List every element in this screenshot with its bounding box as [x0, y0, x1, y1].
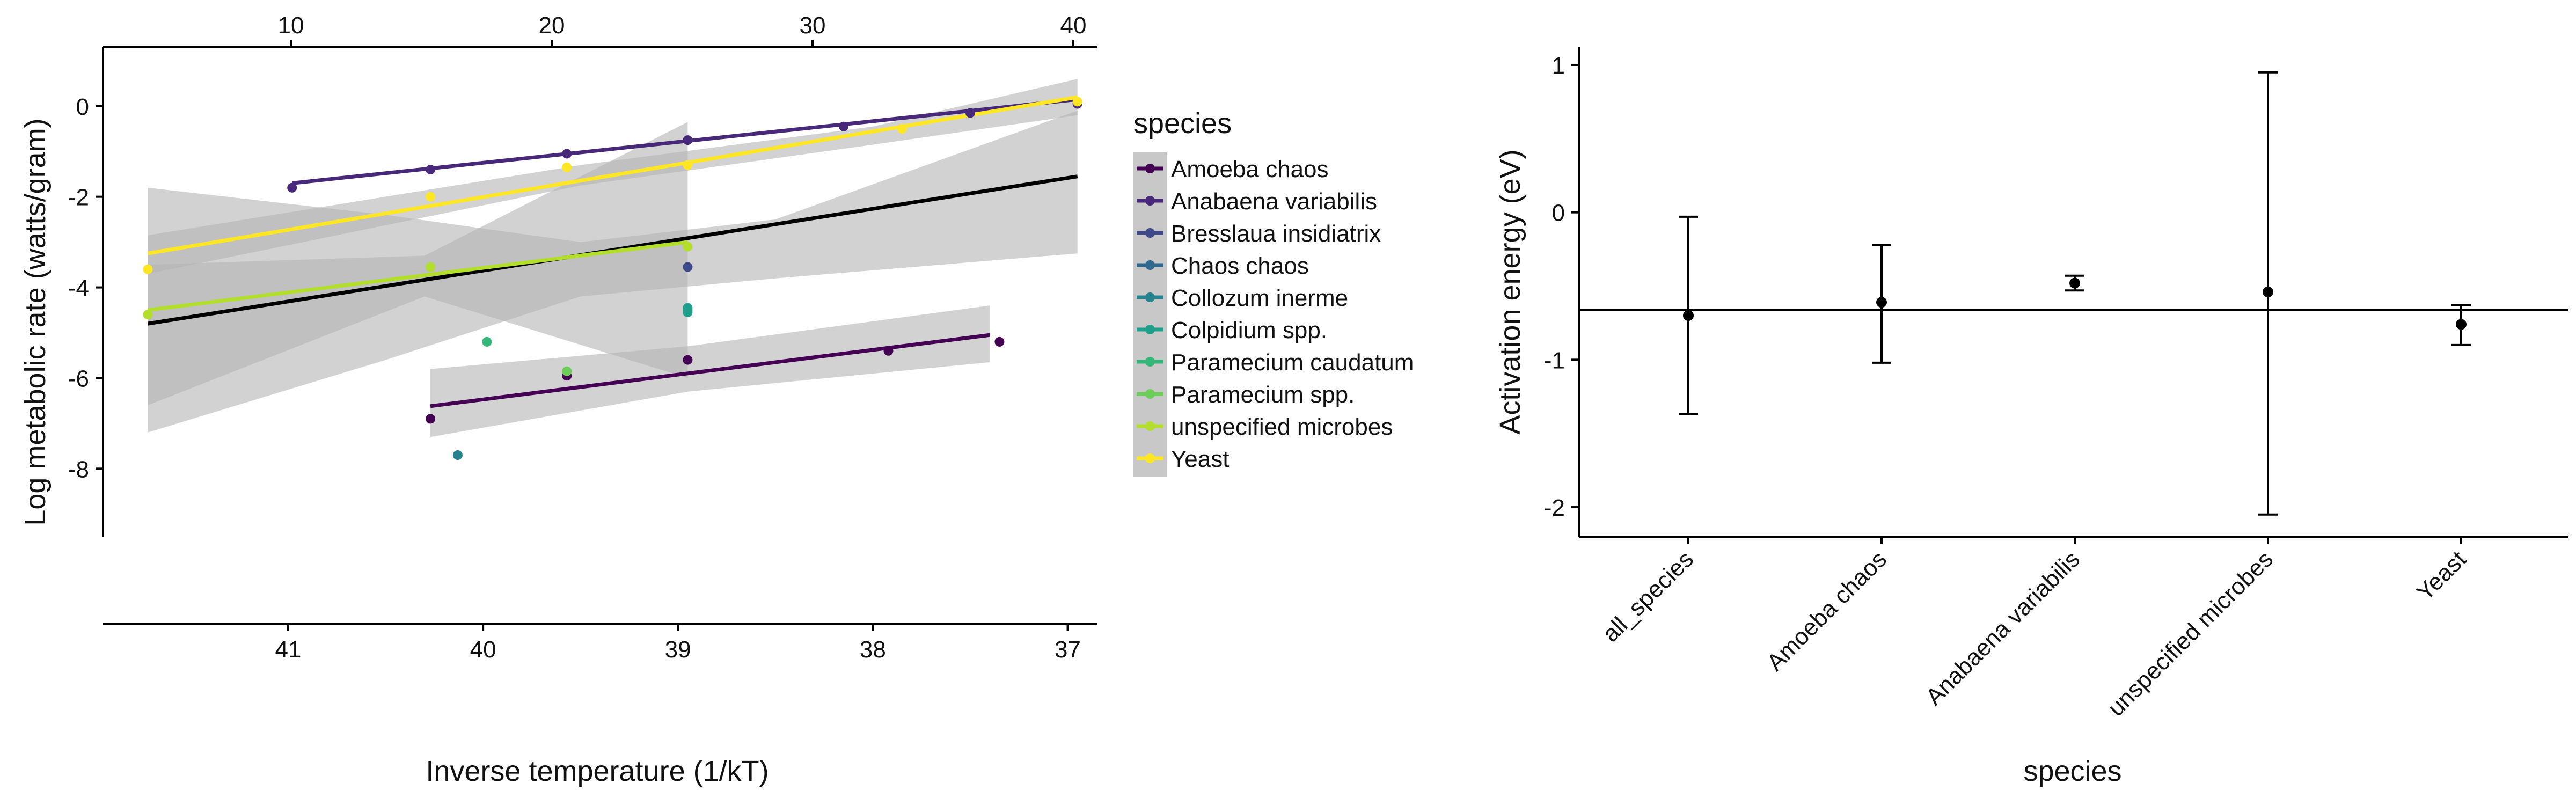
x-tick-label-unspecified-microbes: unspecified microbes [2103, 546, 2278, 721]
legend-item-anabaena-variabilis: Anabaena variabilis [1171, 188, 1377, 215]
y-tick-label: -6 [68, 365, 89, 392]
point-yeast [897, 124, 907, 134]
y-tick-label: -8 [68, 456, 89, 482]
legend-key-point [1145, 325, 1155, 334]
point-amoeba-chaos [994, 336, 1005, 347]
point-anabaena-variabilis [838, 121, 848, 131]
y-axis-ticks: 0 -2 -4 -6 -8 [68, 94, 103, 482]
y-tick-label-right: 1 [1552, 53, 1565, 79]
point-paramecium-caudatum [482, 336, 492, 347]
legend-item-colpidium-spp: Colpidium spp. [1171, 317, 1327, 343]
y-tick-label-right: -2 [1544, 495, 1565, 521]
error-bars [1679, 71, 2471, 516]
species-legend: species Amoeba chaos Anabaena variabilis B… [1133, 107, 1414, 477]
point-yeast [143, 264, 153, 274]
point-anabaena-variabilis [683, 135, 693, 145]
x-tick-label: 41 [275, 636, 302, 663]
y-tick-label-right: 0 [1552, 200, 1565, 226]
legend-title: species [1133, 107, 1232, 140]
point-amoeba-chaos [426, 414, 436, 424]
estimate-point-all-species [1683, 310, 1694, 321]
top-tick-label: 40 [1060, 12, 1087, 39]
legend-key-point [1145, 389, 1155, 399]
estimate-point-unspecified-microbes [2263, 287, 2273, 297]
point-paramecium-spp [562, 366, 572, 376]
legend-key-point [1145, 292, 1155, 302]
point-yeast [1072, 97, 1082, 107]
x-tick-label: 37 [1055, 636, 1081, 663]
y-tick-label: -4 [68, 275, 89, 302]
legend-item-chaos-chaos: Chaos chaos [1171, 253, 1309, 279]
legend-item-amoeba-chaos: Amoeba chaos [1171, 156, 1329, 182]
fit-line-yeast [147, 95, 1078, 255]
x-tick-label: 40 [470, 636, 496, 663]
x-tick-label-yeast: Yeast [2412, 546, 2471, 605]
point-colpidium-spp [683, 308, 693, 317]
fit-line-amoeba-chaos [430, 333, 990, 408]
x-tick-label-all-species: all_species [1597, 546, 1699, 647]
legend-key-point [1145, 260, 1155, 270]
point-yeast [562, 162, 572, 172]
activation-energy-panel: 1 0 -1 -2 all_species Amoeba chaos Anabaena v… [1494, 47, 2568, 787]
x-axis-ticks: 41 40 39 38 37 [275, 624, 1081, 663]
legend-item-yeast: Yeast [1171, 446, 1229, 472]
point-unspecified-microbes [683, 241, 693, 252]
x-tick-label: 39 [665, 636, 691, 663]
x-tick-label-anabaena-variabilis: Anabaena variabilis [1921, 546, 2085, 710]
point-anabaena-variabilis [965, 108, 975, 118]
estimate-point-amoeba-chaos [1876, 297, 1887, 308]
legend-key-point [1145, 228, 1155, 238]
top-tick-label: 30 [800, 12, 826, 39]
legend-item-unspecified-microbes: unspecified microbes [1171, 414, 1393, 440]
point-yeast [426, 192, 436, 202]
x-tick-label-amoeba-chaos: Amoeba chaos [1762, 546, 1892, 676]
point-bresslaua-insidiatrix [683, 262, 693, 272]
legend-item-paramecium-spp: Paramecium spp. [1171, 382, 1355, 408]
y-tick-label: 0 [76, 94, 89, 120]
y-axis-label-right: Activation energy (eV) [1494, 149, 1526, 434]
y-axis-label: Log metabolic rate (watts/gram) [19, 118, 52, 525]
legend-item-bresslaua-insidiatrix: Bresslaua insidiatrix [1171, 221, 1381, 247]
legend-item-collozum-inerme: Collozum inerme [1171, 285, 1348, 311]
legend-key-point [1145, 196, 1155, 206]
point-yeast [683, 160, 693, 170]
y-tick-label-right: -1 [1544, 347, 1565, 374]
x-axis-label: Inverse temperature (1/kT) [426, 755, 769, 787]
legend-key-point [1145, 453, 1155, 463]
point-collozum-inerme [452, 450, 463, 460]
band-unspecified-microbes [148, 122, 688, 406]
legend-item-paramecium-caudatum: Paramecium caudatum [1171, 349, 1414, 376]
point-anabaena-variabilis [287, 182, 297, 193]
fit-line-unspecified-microbes [148, 240, 688, 312]
legend-key-point [1145, 357, 1155, 367]
legend-key-point [1145, 421, 1155, 431]
point-amoeba-chaos [883, 346, 894, 356]
x-tick-label: 38 [860, 636, 886, 663]
point-anabaena-variabilis [562, 149, 572, 159]
estimate-point-anabaena-variabilis [2069, 277, 2080, 289]
point-anabaena-variabilis [426, 165, 436, 174]
metabolic-rate-panel: 0 -2 -4 -6 -8 41 40 39 38 37 10 20 30 40 Inverse te… [19, 12, 1097, 787]
point-amoeba-chaos [683, 355, 693, 365]
point-unspecified-microbes [426, 262, 436, 272]
data-points [143, 97, 1082, 460]
estimate-point-yeast [2456, 319, 2467, 330]
x-axis-label-right: species [2023, 755, 2121, 787]
top-tick-label: 10 [278, 12, 304, 39]
top-axis-ticks: 10 20 30 40 [278, 12, 1087, 47]
y-tick-label: -2 [68, 185, 89, 211]
y-axis-ticks-right: 1 0 -1 -2 [1544, 53, 1579, 521]
x-axis-ticks-right: all_species Amoeba chaos Anabaena variabil… [1597, 537, 2471, 721]
top-tick-label: 20 [539, 12, 565, 39]
point-unspecified-microbes [143, 310, 153, 320]
legend-key-point [1145, 164, 1155, 173]
